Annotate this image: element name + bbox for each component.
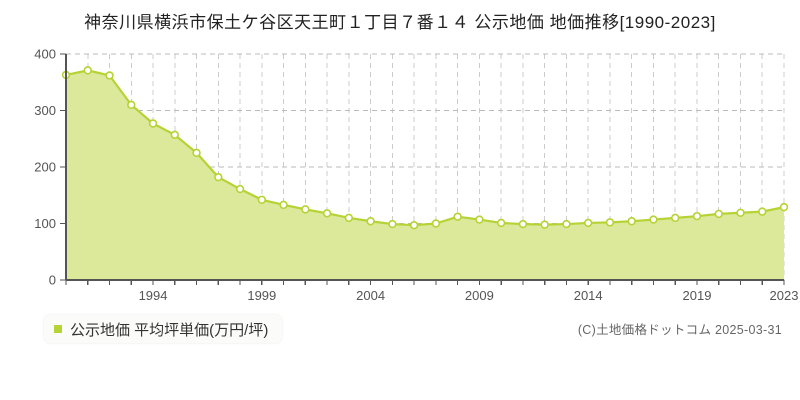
x-tick-labels: 1994 1999 2004 2009 2014 2019 2023 <box>139 288 799 303</box>
legend: 公示地価 平均坪単価(万円/坪) <box>44 315 283 343</box>
svg-text:100: 100 <box>34 216 56 231</box>
svg-text:2004: 2004 <box>356 288 385 303</box>
svg-text:2009: 2009 <box>465 288 494 303</box>
svg-text:1999: 1999 <box>247 288 276 303</box>
series-area-fill <box>66 70 784 280</box>
legend-label: 公示地価 平均坪単価(万円/坪) <box>70 321 269 339</box>
svg-text:2019: 2019 <box>683 288 712 303</box>
y-tick-labels: 0 100 200 300 400 <box>34 47 56 288</box>
series-line <box>64 69 786 227</box>
series-markers <box>61 66 789 230</box>
svg-text:200: 200 <box>34 160 56 175</box>
chart-title: 神奈川県横浜市保土ケ谷区天王町１丁目７番１４ 公示地価 地価推移[1990-20… <box>84 13 716 32</box>
svg-text:300: 300 <box>34 103 56 118</box>
credit-text: (C)土地価格ドットコム 2025-03-31 <box>577 323 782 337</box>
svg-text:2014: 2014 <box>574 288 603 303</box>
legend-swatch-icon <box>54 325 62 333</box>
x-tick-marks <box>65 280 785 285</box>
svg-text:400: 400 <box>34 47 56 62</box>
y-tick-marks <box>60 53 66 281</box>
svg-text:1994: 1994 <box>139 288 168 303</box>
svg-text:2023: 2023 <box>770 288 799 303</box>
svg-text:0: 0 <box>49 273 56 288</box>
